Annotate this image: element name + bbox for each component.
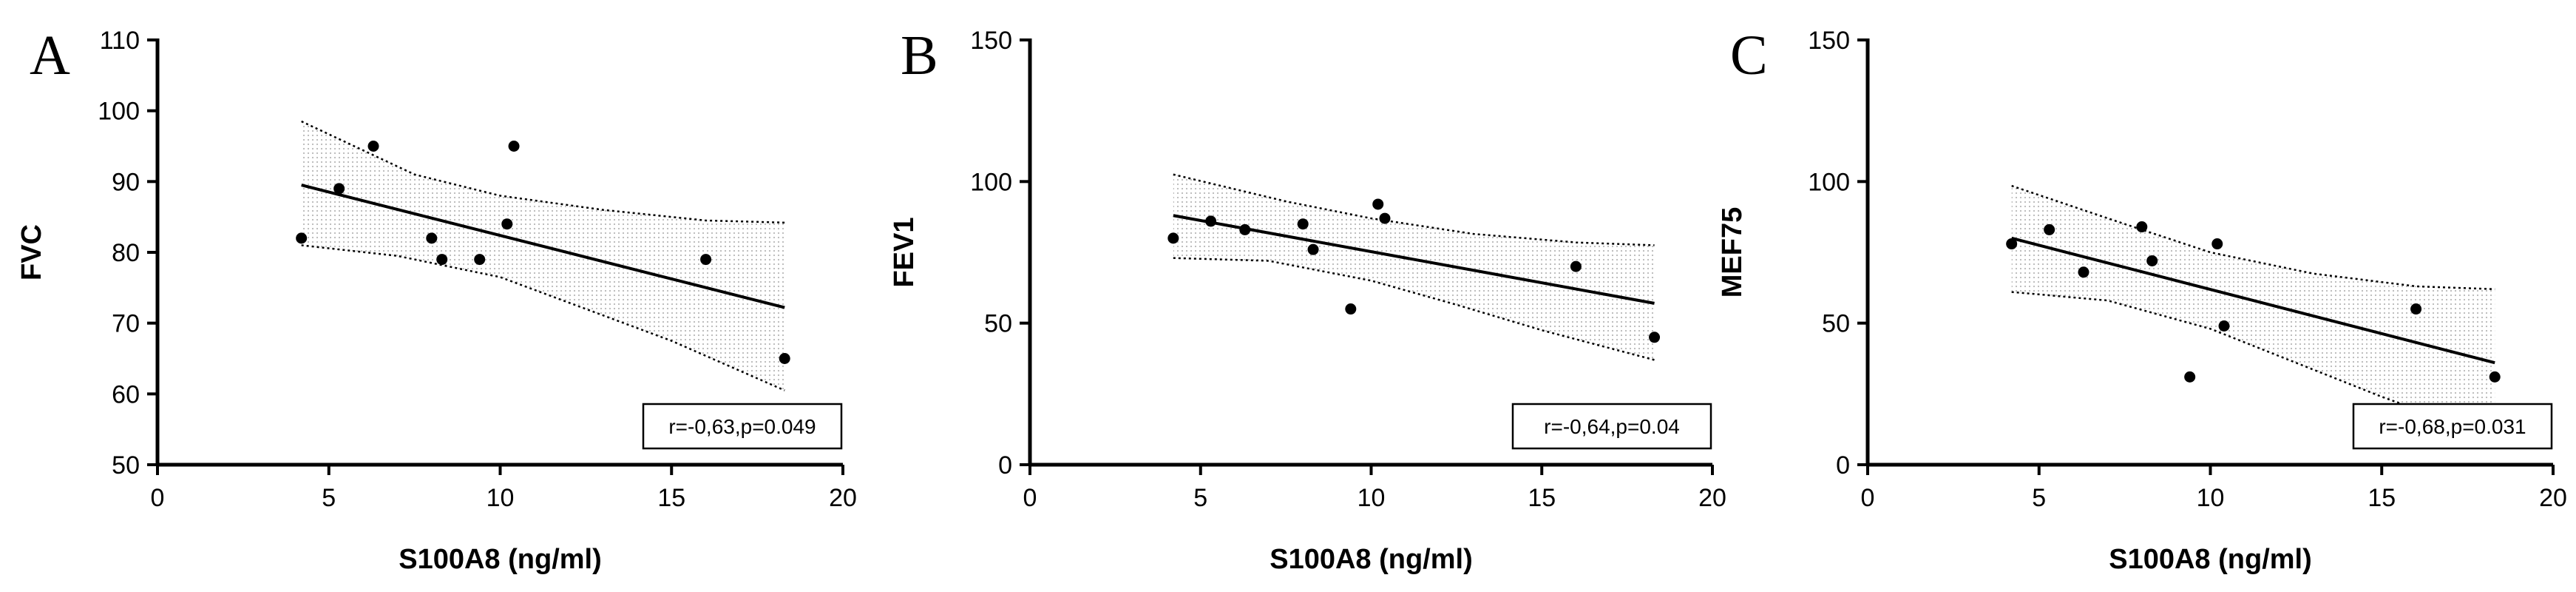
x-tick-label-0: 0 <box>151 484 165 512</box>
data-point-3 <box>367 141 379 152</box>
y-tick-label-0: 0 <box>998 451 1012 480</box>
y-axis-title: FEV1 <box>889 217 920 287</box>
confidence-band <box>2011 186 2495 438</box>
y-tick-label-0: 0 <box>1836 451 1850 480</box>
panel-label: B <box>901 24 938 87</box>
data-point-5 <box>436 254 448 266</box>
y-tick-label-2: 70 <box>112 310 140 338</box>
data-point-4 <box>1297 218 1309 230</box>
y-tick-label-3: 150 <box>1808 27 1850 55</box>
y-tick-label-1: 50 <box>1822 310 1850 338</box>
data-point-10 <box>779 353 790 364</box>
stats-box <box>642 403 843 450</box>
y-tick-label-2: 100 <box>970 168 1012 196</box>
data-point-2 <box>1205 215 1217 227</box>
stats-box <box>2352 403 2553 450</box>
x-tick-label-0: 0 <box>1861 484 1875 512</box>
data-point-6 <box>2184 371 2196 383</box>
data-point-10 <box>1649 332 1661 343</box>
y-axis-title: MEF75 <box>1717 207 1748 297</box>
data-point-3 <box>1239 223 1251 235</box>
x-tick-label-3: 15 <box>1528 484 1556 512</box>
x-tick-label-0: 0 <box>1023 484 1037 512</box>
data-point-3 <box>2078 266 2089 278</box>
x-tick-label-2: 10 <box>1358 484 1386 512</box>
chart-panel-b: 0 50 100 150 0 5 10 15 20 S100A8 (ng/ml) FEV1 Br=-0… <box>889 24 1726 575</box>
regression-line <box>1173 214 1655 305</box>
x-tick-label-1: 5 <box>2032 484 2046 512</box>
data-point-7 <box>501 218 513 230</box>
y-tick-label-2: 100 <box>1808 168 1850 196</box>
y-tick-label-6: 110 <box>100 27 140 55</box>
data-point-5 <box>2146 255 2158 266</box>
chart-panel-a: 50 60 70 80 90 100 110 0 5 10 15 20 S100A8 (ng/ml) FV… <box>16 24 857 575</box>
data-point-2 <box>333 183 345 195</box>
data-point-8 <box>2218 320 2230 332</box>
stats-label: r=-0,68,p=0.031 <box>2379 415 2526 438</box>
data-point-9 <box>1570 260 1582 272</box>
x-tick-label-3: 15 <box>2367 484 2396 512</box>
data-point-1 <box>1167 232 1179 244</box>
y-tick-label-5: 100 <box>98 98 140 126</box>
data-point-2 <box>2044 223 2055 235</box>
data-point-9 <box>2410 303 2422 315</box>
x-axis-title: S100A8 (ng/ml) <box>2109 544 2312 575</box>
data-point-1 <box>2006 238 2018 250</box>
chart-panel-c: 0 50 100 150 0 5 10 15 20 S100A8 (ng/ml) MEF75 Cr=-… <box>1717 24 2567 575</box>
data-point-8 <box>1379 212 1391 224</box>
data-point-6 <box>474 254 486 266</box>
data-point-4 <box>2136 221 2148 233</box>
y-tick-label-1: 60 <box>112 380 140 408</box>
y-tick-label-3: 80 <box>112 239 140 267</box>
ci-upper-line <box>301 120 785 224</box>
data-point-8 <box>508 141 520 152</box>
y-tick-label-0: 50 <box>112 451 140 480</box>
stats-label: r=-0,64,p=0.04 <box>1544 415 1680 438</box>
data-point-7 <box>2211 238 2223 250</box>
ci-lower-line <box>2011 291 2495 439</box>
stats-label: r=-0,63,p=0.049 <box>668 415 816 438</box>
ci-upper-line <box>1173 173 1655 246</box>
confidence-band <box>301 121 785 391</box>
panel-label: C <box>1730 24 1768 87</box>
regression-line <box>2011 236 2495 365</box>
ci-upper-line <box>2011 184 2495 290</box>
x-tick-label-4: 20 <box>829 484 857 512</box>
data-point-10 <box>2489 371 2501 383</box>
x-tick-label-2: 10 <box>487 484 515 512</box>
x-tick-label-4: 20 <box>1698 484 1726 512</box>
x-axis-title: S100A8 (ng/ml) <box>1270 544 1473 575</box>
data-point-9 <box>700 254 712 266</box>
x-tick-label-1: 5 <box>322 484 336 512</box>
regression-line <box>301 184 785 309</box>
x-tick-label-4: 20 <box>2539 484 2567 512</box>
data-point-1 <box>296 232 308 244</box>
x-tick-label-3: 15 <box>657 484 685 512</box>
data-point-5 <box>1307 243 1319 255</box>
x-tick-label-2: 10 <box>2197 484 2225 512</box>
x-axis-title: S100A8 (ng/ml) <box>399 544 602 575</box>
ci-lower-line <box>301 244 785 391</box>
y-tick-label-4: 90 <box>112 168 140 196</box>
data-point-4 <box>426 232 438 244</box>
y-tick-label-1: 50 <box>984 310 1012 338</box>
confidence-band <box>1173 174 1655 360</box>
ci-lower-line <box>1173 257 1655 361</box>
data-point-6 <box>1345 303 1357 315</box>
y-tick-label-3: 150 <box>970 27 1012 55</box>
y-axis-title: FVC <box>16 224 47 280</box>
x-tick-label-1: 5 <box>1193 484 1207 512</box>
stats-box <box>1511 403 1712 450</box>
data-point-7 <box>1372 198 1384 210</box>
panel-label: A <box>30 24 70 87</box>
